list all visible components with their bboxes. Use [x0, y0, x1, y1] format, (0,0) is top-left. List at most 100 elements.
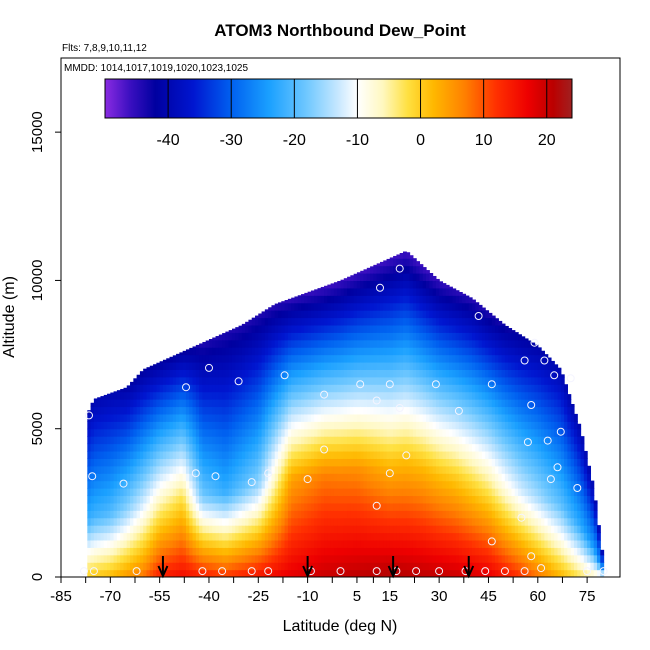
heatmap-cell: [301, 347, 305, 356]
heatmap-cell: [143, 547, 148, 556]
heatmap-cell: [514, 465, 519, 474]
heatmap-cell: [511, 569, 516, 577]
heatmap-cell: [396, 332, 401, 341]
heatmap-cell: [324, 443, 328, 452]
heatmap-cell: [176, 547, 180, 556]
heatmap-cell: [139, 450, 144, 459]
heatmap-cell: [176, 399, 180, 408]
heatmap-cell: [297, 302, 302, 311]
heatmap-cell: [488, 399, 493, 408]
heatmap-cell: [435, 502, 440, 511]
heatmap-cell: [159, 465, 164, 474]
heatmap-cell: [218, 421, 223, 430]
heatmap-cell: [291, 450, 296, 459]
heatmap-cell: [442, 488, 447, 497]
heatmap-cell: [185, 369, 190, 378]
heatmap-cell: [307, 339, 312, 348]
heatmap-cell: [199, 406, 203, 415]
heatmap-cell: [166, 391, 171, 400]
heatmap-cell: [235, 436, 240, 445]
heatmap-cell: [356, 525, 361, 534]
heatmap-cell: [389, 406, 394, 415]
heatmap-cell: [248, 339, 253, 348]
heatmap-cell: [498, 428, 503, 437]
heatmap-cell: [130, 517, 134, 526]
heatmap-cell: [258, 488, 263, 497]
heatmap-cell: [511, 562, 516, 571]
heatmap-cell: [481, 369, 486, 378]
heatmap-cell: [416, 539, 421, 548]
heatmap-cell: [274, 391, 279, 400]
heatmap-cell: [93, 465, 98, 474]
heatmap-cell: [356, 554, 361, 563]
heatmap-cell: [271, 413, 276, 422]
heatmap-cell: [419, 436, 424, 445]
heatmap-cell: [93, 399, 98, 408]
heatmap-cell: [472, 510, 476, 519]
heatmap-cell: [534, 525, 539, 534]
heatmap-cell: [93, 398, 98, 400]
heatmap-cell: [228, 384, 233, 393]
heatmap-cell: [130, 413, 134, 422]
heatmap-cell: [241, 436, 246, 445]
heatmap-cell: [301, 465, 305, 474]
heatmap-cell: [294, 302, 299, 311]
heatmap-cell: [514, 369, 519, 378]
heatmap-cell: [100, 517, 105, 526]
heatmap-cell: [452, 332, 457, 341]
heatmap-cell: [93, 488, 98, 497]
heatmap-cell: [527, 428, 532, 437]
heatmap-cell: [429, 347, 434, 356]
heatmap-cell: [449, 458, 453, 467]
heatmap-cell: [248, 332, 253, 341]
heatmap-cell: [268, 324, 273, 333]
heatmap-cell: [429, 443, 434, 452]
heatmap-cell: [212, 539, 217, 548]
heatmap-cell: [215, 488, 220, 497]
heatmap-cell: [307, 361, 312, 370]
heatmap-cell: [527, 436, 532, 445]
heatmap-cell: [508, 428, 513, 437]
heatmap-cell: [324, 554, 328, 563]
heatmap-cell: [541, 562, 545, 571]
heatmap-cell: [281, 302, 286, 311]
heatmap-cell: [498, 320, 503, 326]
heatmap-cell: [429, 458, 434, 467]
heatmap-cell: [222, 465, 227, 474]
heatmap-cell: [222, 391, 227, 400]
heatmap-cell: [340, 539, 345, 548]
heatmap-cell: [472, 436, 476, 445]
heatmap-cell: [179, 369, 184, 378]
heatmap-cell: [261, 339, 266, 348]
heatmap-cell: [330, 421, 335, 430]
heatmap-cell: [379, 317, 384, 326]
heatmap-cell: [255, 315, 259, 319]
heatmap-cell: [501, 473, 506, 482]
heatmap-cell: [508, 443, 513, 452]
heatmap-cell: [472, 376, 476, 385]
heatmap-cell: [189, 458, 194, 467]
heatmap-cell: [491, 562, 496, 571]
heatmap-cell: [120, 517, 125, 526]
heatmap-cell: [514, 517, 519, 526]
heatmap-cell: [527, 399, 532, 408]
heatmap-cell: [376, 428, 381, 437]
heatmap-cell: [103, 480, 108, 489]
heatmap-cell: [488, 532, 493, 541]
heatmap-cell: [518, 539, 522, 548]
heatmap-cell: [337, 421, 342, 430]
heatmap-cell: [498, 361, 503, 370]
heatmap-cell: [360, 295, 365, 304]
heatmap-cell: [202, 421, 207, 430]
heatmap-cell: [442, 354, 447, 363]
heatmap-cell: [153, 376, 157, 385]
heatmap-cell: [304, 465, 309, 474]
heatmap-cell: [429, 287, 434, 296]
heatmap-cell: [149, 539, 154, 548]
heatmap-cell: [363, 280, 368, 289]
heatmap-cell: [93, 413, 98, 422]
heatmap-cell: [356, 273, 361, 282]
heatmap-cell: [353, 473, 358, 482]
heatmap-cell: [445, 488, 450, 497]
heatmap-cell: [218, 465, 223, 474]
